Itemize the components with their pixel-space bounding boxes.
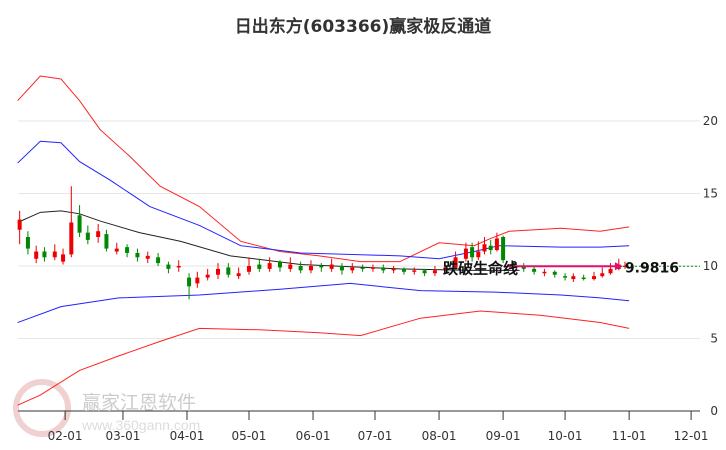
watermark-logo-icon <box>13 379 71 437</box>
candle-body <box>77 215 82 233</box>
watermark-brand: 赢家江恩软件 <box>82 392 197 414</box>
x-tick-label: 12-01 <box>674 429 709 443</box>
candle-body <box>401 268 406 272</box>
candle-body <box>381 267 386 271</box>
y-tick-label: 20 <box>703 114 718 128</box>
candle-body <box>443 267 448 271</box>
candle-body <box>298 266 303 271</box>
chart-title: 日出东方(603366)赢家极反通道 <box>234 17 492 37</box>
candle-body <box>453 257 458 268</box>
candle-body <box>532 268 537 272</box>
candle-body <box>308 266 313 271</box>
candle-body <box>391 268 396 271</box>
lower-red-band <box>17 310 630 406</box>
x-tick-label: 09-01 <box>486 429 521 443</box>
candle-body <box>470 247 475 258</box>
candle-body <box>542 271 547 274</box>
candle-body <box>104 234 109 249</box>
candle-body <box>215 268 220 275</box>
candle-body <box>552 271 557 275</box>
annotation-value: 9.9816 <box>625 260 679 276</box>
x-tick-label: 10-01 <box>548 429 583 443</box>
candle-body <box>166 264 171 269</box>
candle-body <box>34 251 39 259</box>
candle-body <box>608 268 613 274</box>
candle-body <box>85 232 90 240</box>
candle-body <box>521 266 526 269</box>
candle-body <box>257 264 262 269</box>
candle-body <box>135 252 140 258</box>
x-tick-label: 05-01 <box>232 429 267 443</box>
candle-body <box>494 238 499 251</box>
upper-red-band <box>17 75 630 263</box>
x-tick-label: 02-01 <box>48 429 83 443</box>
y-tick-label: 15 <box>703 187 718 201</box>
candle-body <box>412 270 417 272</box>
candle-body <box>622 266 627 267</box>
annotation-label: 跌破生命线 <box>443 259 518 277</box>
candle-body <box>592 276 597 280</box>
candle-body <box>195 277 200 284</box>
candle-body <box>482 244 487 252</box>
candle-body <box>226 267 231 275</box>
candle-body <box>17 219 22 230</box>
candle-body <box>25 237 30 249</box>
candle-body <box>488 245 493 251</box>
candle-body <box>288 264 293 269</box>
candle-body <box>476 251 481 258</box>
candle-body <box>422 270 427 274</box>
candle-body <box>511 263 516 266</box>
candle-body <box>61 254 66 262</box>
candle-body <box>563 276 568 278</box>
candle-body <box>187 277 192 287</box>
x-tick-label: 11-01 <box>612 429 647 443</box>
candle-body <box>339 266 344 271</box>
x-tick-label: 04-01 <box>170 429 205 443</box>
x-tick-label: 06-01 <box>296 429 331 443</box>
candle-body <box>205 274 210 278</box>
candle-body <box>581 277 586 280</box>
candle-body <box>236 273 241 277</box>
candle-body <box>96 231 101 237</box>
candle-body <box>329 264 334 269</box>
candle-body <box>277 261 282 268</box>
candle-body <box>145 255 150 259</box>
candle-body <box>156 257 161 264</box>
candle-body <box>42 251 47 258</box>
lower-blue-band <box>17 282 630 324</box>
y-tick-label: 0 <box>710 404 718 418</box>
y-tick-label: 5 <box>710 332 718 346</box>
candle-body <box>114 248 119 252</box>
candle-body <box>267 263 272 269</box>
upper-blue-band <box>17 140 630 260</box>
candle-body <box>370 267 375 269</box>
candle-body <box>176 266 181 268</box>
candle-body <box>571 276 576 280</box>
candle-body <box>501 237 506 261</box>
candle-body <box>350 267 355 271</box>
candle-body <box>600 273 605 277</box>
x-tick-label: 07-01 <box>358 429 393 443</box>
candle-body <box>69 222 74 255</box>
y-tick-label: 10 <box>703 259 718 273</box>
life-line-ma <box>17 210 520 271</box>
watermark-site: www.360gann.com <box>82 417 201 433</box>
candle-body <box>246 266 251 272</box>
x-tick-label: 08-01 <box>422 429 457 443</box>
candle-body <box>52 251 57 258</box>
candle-body <box>432 270 437 274</box>
arrow-head-icon <box>614 262 623 271</box>
x-tick-label: 03-01 <box>106 429 141 443</box>
candle-body <box>463 248 468 259</box>
candle-body <box>360 267 365 269</box>
candle-body <box>319 266 324 268</box>
candle-body <box>125 247 130 253</box>
